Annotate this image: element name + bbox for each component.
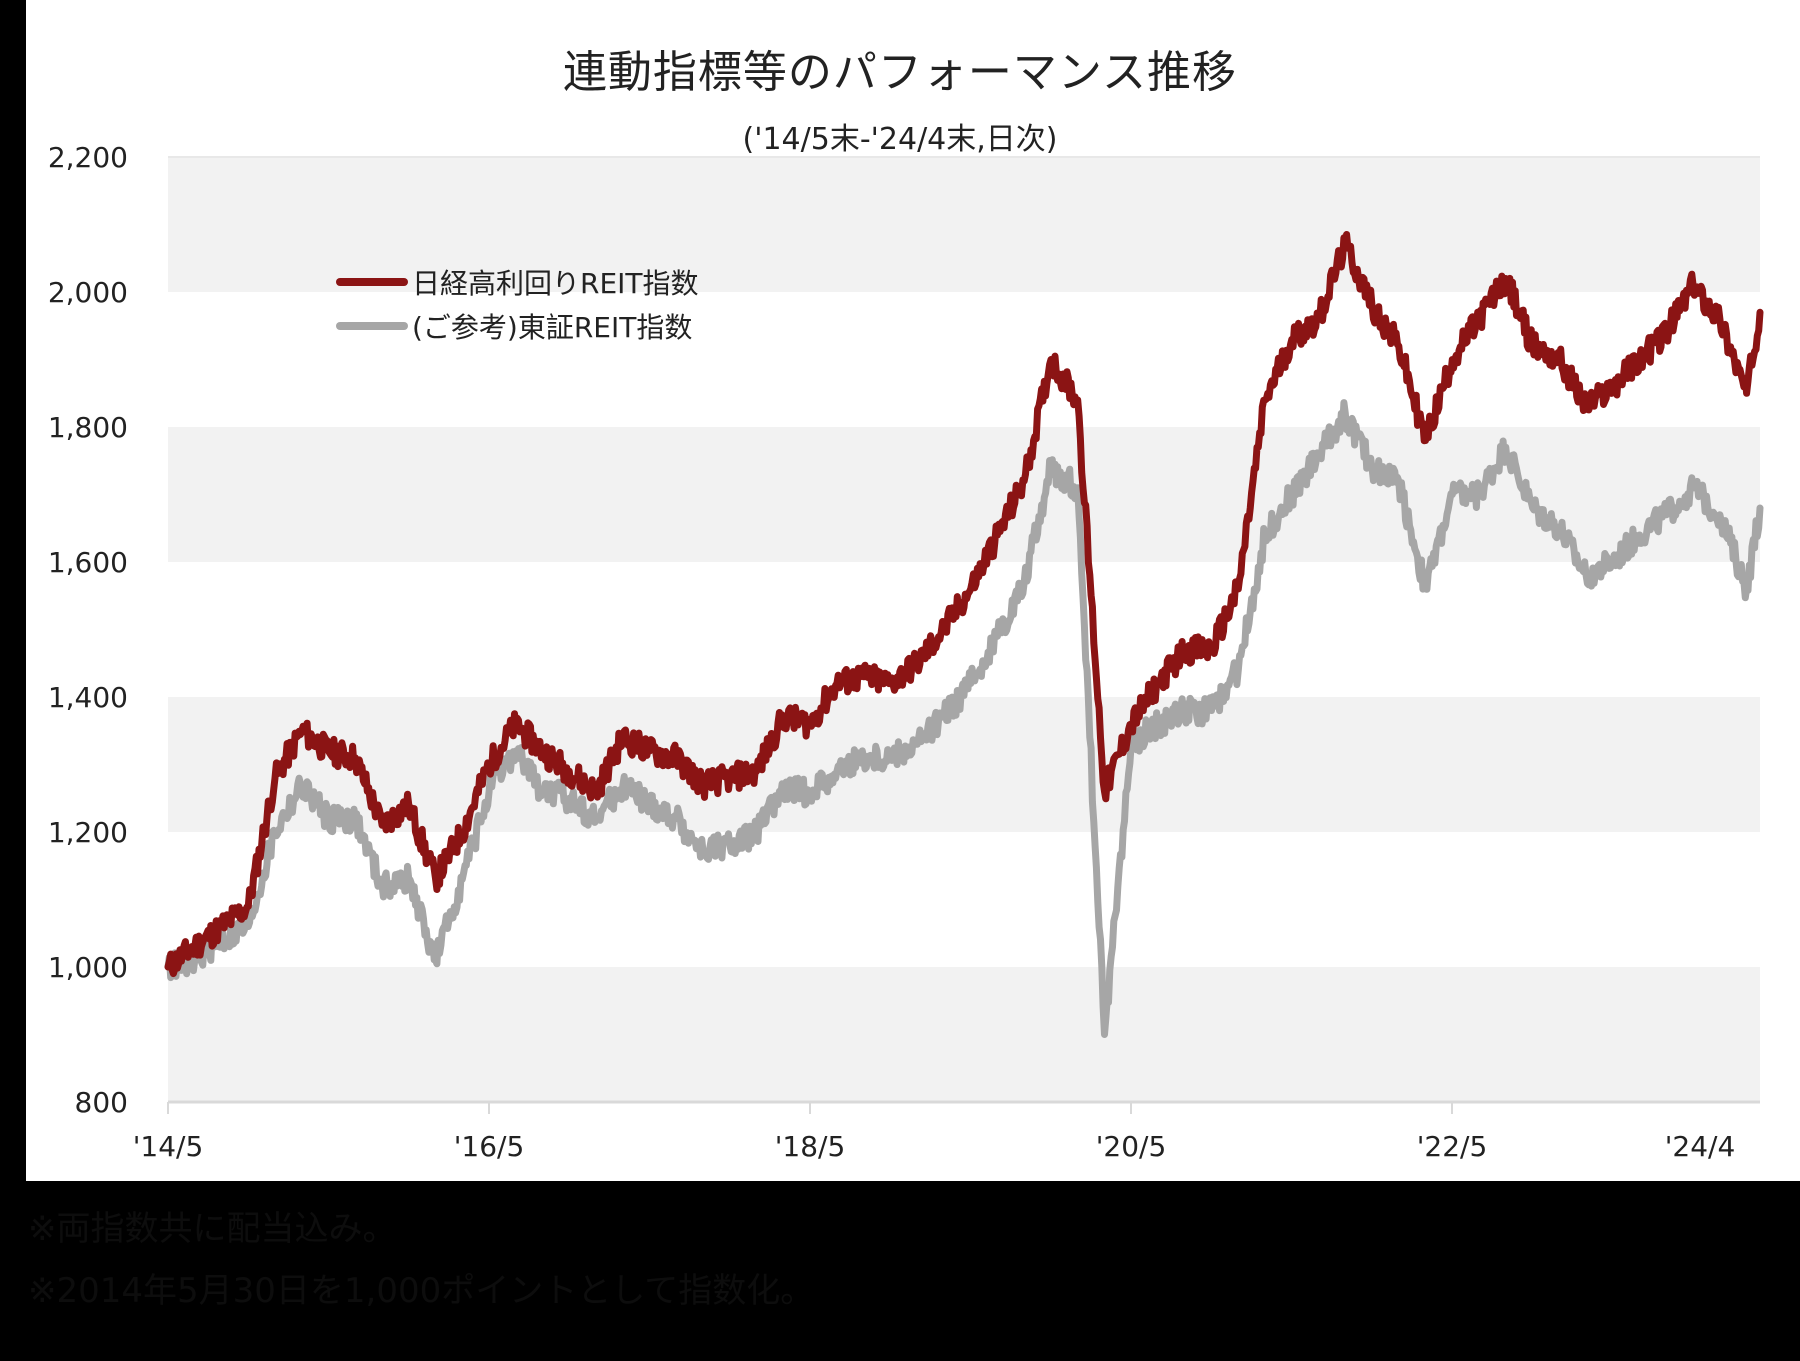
legend-label: (ご参考)東証REIT指数 bbox=[412, 311, 693, 344]
background-bands bbox=[168, 156, 1760, 1102]
series-nikkei-high-yield-reit-line bbox=[164, 231, 1764, 978]
y-tick-label: 1,800 bbox=[48, 411, 128, 444]
x-tick-label: '22/5 bbox=[1417, 1130, 1488, 1163]
y-axis: 800 1,000 1,200 1,400 1,600 1,800 2,000 2,200 bbox=[48, 141, 128, 1119]
legend-swatch-gray-line-icon bbox=[336, 322, 408, 330]
footnote-base-date: ※2014年5月30日を1,000ポイントとして指数化。 bbox=[28, 1271, 815, 1311]
chart-subtitle: ('14/5末-'24/4末,日次) bbox=[742, 122, 1058, 157]
series-tse-reit-line bbox=[164, 399, 1764, 1038]
chart-title: 連動指標等のパフォーマンス推移 bbox=[562, 47, 1238, 98]
legend-label: 日経高利回りREIT指数 bbox=[412, 267, 699, 300]
y-tick-label: 1,000 bbox=[48, 951, 128, 984]
footnotes: ※両指数共に配当込み。 ※2014年5月30日を1,000ポイントとして指数化。 bbox=[28, 1198, 814, 1322]
x-tick-label: '20/5 bbox=[1096, 1130, 1167, 1163]
y-tick-label: 1,600 bbox=[48, 546, 128, 579]
y-tick-label: 1,400 bbox=[48, 681, 128, 714]
y-tick-label: 2,200 bbox=[48, 141, 128, 174]
footnote-dividends: ※両指数共に配当込み。 bbox=[28, 1209, 397, 1249]
x-tick-label: '24/4 bbox=[1665, 1130, 1736, 1163]
legend-swatch-red-line-icon bbox=[336, 278, 408, 286]
legend-item-tse-reit: (ご参考)東証REIT指数 bbox=[336, 304, 699, 348]
series-lines bbox=[164, 231, 1764, 1038]
y-tick-label: 1,200 bbox=[48, 816, 128, 849]
x-tick-label: '14/5 bbox=[133, 1130, 204, 1163]
x-tick-label: '18/5 bbox=[775, 1130, 846, 1163]
legend-item-nikkei-high-yield-reit: 日経高利回りREIT指数 bbox=[336, 260, 699, 304]
x-axis: '14/5 '16/5 '18/5 '20/5 '22/5 '24/4 bbox=[133, 1100, 1760, 1163]
y-tick-label: 2,000 bbox=[48, 276, 128, 309]
x-tick-label: '16/5 bbox=[454, 1130, 525, 1163]
legend: 日経高利回りREIT指数 (ご参考)東証REIT指数 bbox=[336, 260, 699, 348]
y-tick-label: 800 bbox=[75, 1086, 128, 1119]
